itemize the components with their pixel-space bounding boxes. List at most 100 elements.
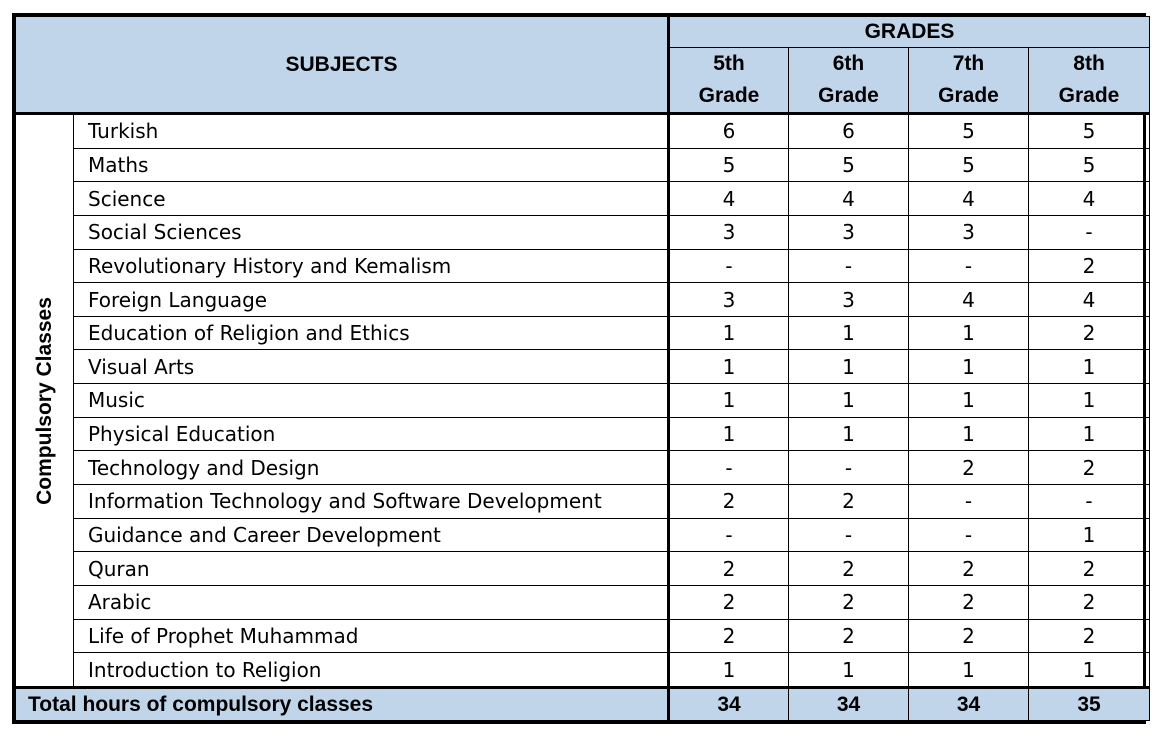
subjects-header: SUBJECTS bbox=[15, 16, 670, 115]
table-row: Guidance and Career Development - - -1 bbox=[16, 517, 1151, 553]
grade-header-number: 5th bbox=[713, 52, 745, 75]
table-row: Maths 5 5 5 5 bbox=[16, 147, 1151, 183]
grade-header: 7th Grade bbox=[908, 47, 1029, 115]
hours-cell: 2 bbox=[1027, 551, 1151, 586]
table-row: Social Sciences 3 3 3- bbox=[16, 214, 1151, 250]
hours-cell: 3 bbox=[668, 282, 789, 317]
table-row: Quran 2 2 2 2 bbox=[16, 551, 1151, 586]
grade-header: 6th Grade bbox=[788, 47, 909, 115]
hours-cell: 3 bbox=[788, 214, 909, 250]
table-row: Science 4 4 4 4 bbox=[16, 181, 1151, 216]
hours-cell: - bbox=[1027, 214, 1151, 250]
hours-cell: 2 bbox=[668, 584, 789, 620]
hours-cell: 1 bbox=[788, 349, 909, 385]
table-row: Technology and Design - -2 2 bbox=[16, 450, 1151, 486]
hours-cell: 2 bbox=[1027, 450, 1151, 486]
hours-cell: 5 bbox=[1027, 147, 1151, 183]
hours-cell: 2 bbox=[1027, 315, 1151, 351]
hours-cell: 1 bbox=[668, 349, 789, 385]
hours-cell: 1 bbox=[1027, 517, 1151, 553]
subject-name: Technology and Design bbox=[73, 450, 670, 486]
total-hours-cell: 34 bbox=[908, 687, 1029, 721]
hours-cell: 2 bbox=[1027, 584, 1151, 620]
category-label: Compulsory Classes bbox=[32, 296, 56, 505]
hours-cell: 3 bbox=[788, 282, 909, 317]
hours-cell: 1 bbox=[788, 416, 909, 452]
grade-header-number: 6th bbox=[832, 52, 865, 75]
subject-name: Quran bbox=[73, 551, 670, 586]
table-footer: Total hours of compulsory classes 34 34 34… bbox=[15, 687, 1151, 721]
hours-cell: - bbox=[788, 248, 909, 284]
hours-cell: 2 bbox=[788, 484, 909, 519]
table-row: Education of Religion and Ethics 1 1 1 2 bbox=[16, 315, 1151, 351]
hours-cell: 5 bbox=[788, 147, 909, 183]
hours-cell: 1 bbox=[1027, 416, 1151, 452]
hours-cell: - bbox=[908, 517, 1029, 553]
hours-cell: 1 bbox=[908, 383, 1029, 418]
hours-cell: 1 bbox=[908, 652, 1029, 689]
hours-cell: 2 bbox=[1027, 618, 1151, 654]
total-hours-cell: 35 bbox=[1027, 687, 1151, 721]
hours-cell: 1 bbox=[788, 652, 909, 689]
hours-cell: - bbox=[908, 248, 1029, 284]
subject-name: Education of Religion and Ethics bbox=[73, 315, 670, 351]
hours-cell: 4 bbox=[1027, 181, 1151, 216]
hours-cell: 4 bbox=[908, 282, 1029, 317]
hours-cell: 2 bbox=[908, 551, 1029, 586]
hours-cell: 5 bbox=[1027, 113, 1151, 149]
table-row: Foreign Language 3 3 4 4 bbox=[16, 282, 1151, 317]
hours-cell: 2 bbox=[668, 618, 789, 654]
hours-cell: - bbox=[788, 450, 909, 486]
hours-cell: 6 bbox=[668, 113, 789, 149]
hours-cell: 1 bbox=[788, 383, 909, 418]
subject-name: Science bbox=[73, 181, 670, 216]
hours-cell: 4 bbox=[1027, 282, 1151, 317]
hours-cell: 2 bbox=[788, 584, 909, 620]
curriculum-table: SUBJECTS GRADES 5th Grade 6th Grade 7th Grade… bbox=[12, 13, 1151, 724]
table-row: Life of Prophet Muhammad 2 2 2 2 bbox=[16, 618, 1151, 654]
grade-header-word: Grade bbox=[698, 84, 760, 107]
hours-cell: 1 bbox=[668, 652, 789, 689]
grade-header-word: Grade bbox=[1058, 84, 1120, 107]
hours-cell: - bbox=[668, 248, 789, 284]
subject-name: Guidance and Career Development bbox=[73, 517, 670, 553]
hours-cell: 2 bbox=[788, 618, 909, 654]
table-row: Introduction to Religion 1 1 1 1 bbox=[16, 652, 1151, 689]
table-row: Revolutionary History and Kemalism - - -2 bbox=[16, 248, 1151, 284]
hours-cell: 2 bbox=[668, 551, 789, 586]
table-row: Compulsory Classes Turkish 6 6 5 5 bbox=[15, 113, 1151, 689]
subject-name: Maths bbox=[73, 147, 670, 183]
subject-name: Social Sciences bbox=[73, 214, 670, 250]
hours-cell: - bbox=[908, 484, 1029, 519]
hours-cell: 2 bbox=[908, 618, 1029, 654]
grade-header: 8th Grade bbox=[1027, 47, 1151, 115]
hours-cell: - bbox=[668, 517, 789, 553]
subject-name: Foreign Language bbox=[73, 282, 670, 317]
grades-header: GRADES bbox=[667, 16, 1151, 48]
hours-cell: 3 bbox=[668, 214, 789, 250]
grade-header-word: Grade bbox=[938, 84, 999, 107]
subject-name: Revolutionary History and Kemalism bbox=[73, 248, 670, 284]
hours-cell: 5 bbox=[908, 147, 1029, 183]
subject-name: Introduction to Religion bbox=[73, 652, 670, 689]
subject-name: Visual Arts bbox=[73, 349, 670, 385]
subject-name: Life of Prophet Muhammad bbox=[73, 618, 670, 654]
subject-name: Turkish bbox=[73, 113, 670, 149]
table-row: Music 1 1 1 1 bbox=[16, 383, 1151, 418]
hours-cell: - bbox=[668, 450, 789, 486]
weekly-hours-table: SUBJECTS GRADES 5th Grade 6th Grade 7th Grade… bbox=[15, 16, 1151, 721]
hours-cell: 3 bbox=[908, 214, 1029, 250]
hours-cell: 2 bbox=[668, 484, 789, 519]
grade-header-number: 8th bbox=[1073, 52, 1105, 75]
hours-cell: 5 bbox=[908, 113, 1029, 149]
subject-name: Information Technology and Software Deve… bbox=[73, 484, 670, 519]
hours-cell: 4 bbox=[668, 181, 789, 216]
hours-cell: - bbox=[788, 517, 909, 553]
hours-cell: 1 bbox=[1027, 652, 1151, 689]
table-row: Visual Arts 1 1 1 1 bbox=[16, 349, 1151, 385]
hours-cell: 1 bbox=[908, 349, 1029, 385]
hours-cell: 1 bbox=[1027, 349, 1151, 385]
hours-cell: 5 bbox=[668, 147, 789, 183]
grade-header-number: 7th bbox=[952, 52, 985, 75]
hours-cell: 6 bbox=[788, 113, 909, 149]
